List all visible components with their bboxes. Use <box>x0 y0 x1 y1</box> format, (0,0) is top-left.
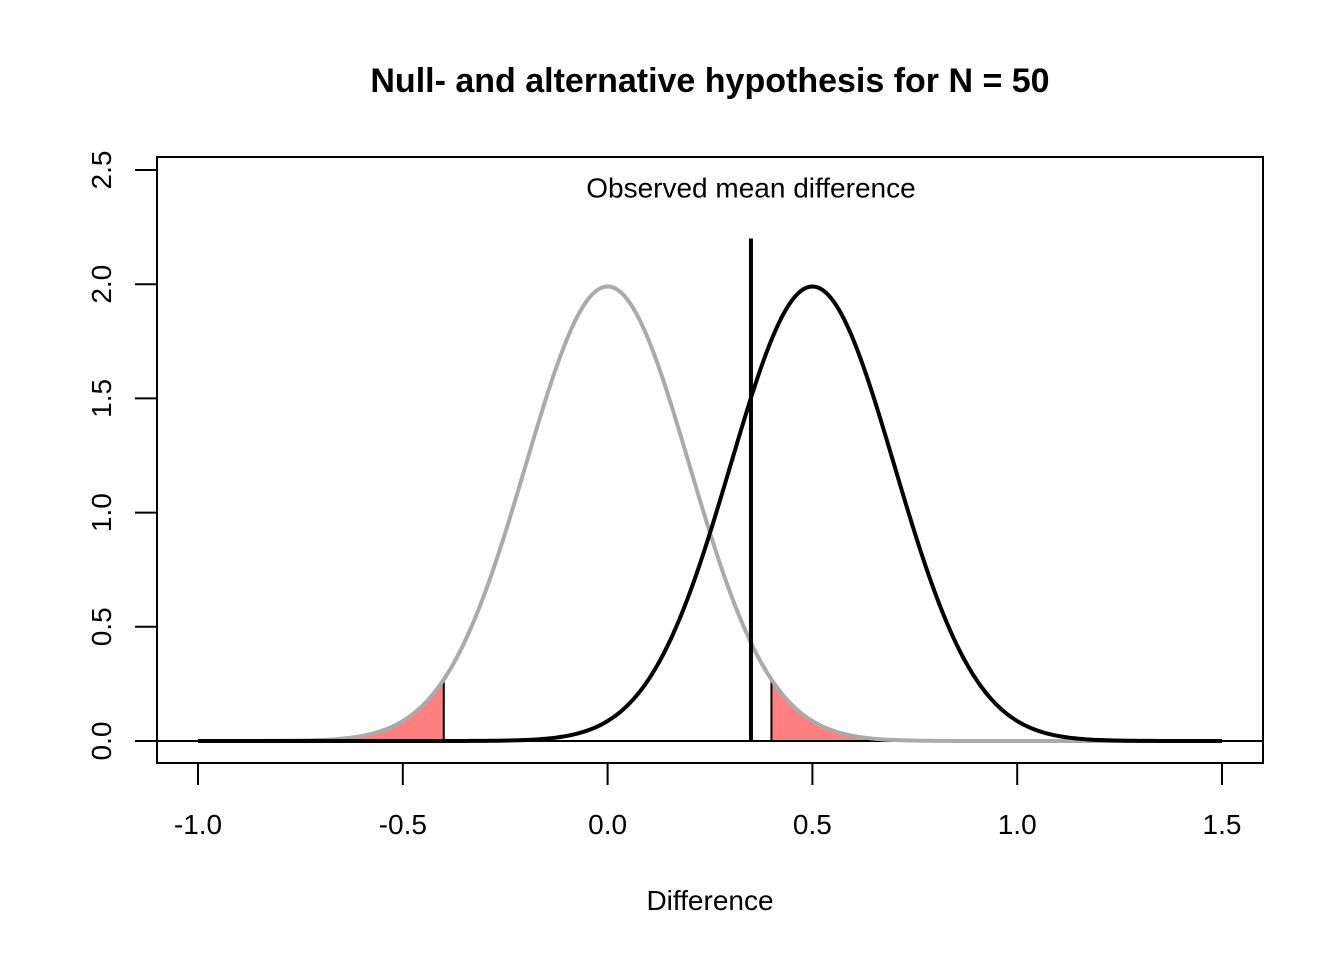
chart-title: Null- and alternative hypothesis for N =… <box>370 62 1049 100</box>
critical-region-fill <box>771 679 1222 741</box>
null-hypothesis-curve <box>198 284 1222 743</box>
plot-area: Observed mean difference <box>157 172 1263 743</box>
y-tick-label: 2.5 <box>86 151 117 190</box>
x-axis: -1.0 -0.5 0.0 0.5 1.0 1.5 <box>174 762 1242 840</box>
y-tick-label: 2.0 <box>86 265 117 304</box>
x-axis-label: Difference <box>646 885 773 916</box>
x-tick-label: 1.5 <box>1203 809 1242 840</box>
y-tick-label: 0.0 <box>86 722 117 761</box>
critical-region-fill <box>198 679 444 741</box>
x-tick-label: -1.0 <box>174 809 222 840</box>
x-tick-label: -0.5 <box>379 809 427 840</box>
plot-frame <box>156 156 1264 764</box>
alternative-hypothesis-curve <box>198 284 1222 743</box>
observed-mean-label: Observed mean difference <box>586 172 915 203</box>
y-tick-label: 1.5 <box>86 379 117 418</box>
x-tick-label: 0.0 <box>588 809 627 840</box>
x-tick-label: 0.5 <box>793 809 832 840</box>
x-tick-label: 1.0 <box>998 809 1037 840</box>
y-axis: 0.0 0.5 1.0 1.5 2.0 2.5 <box>86 151 158 761</box>
y-tick-label: 1.0 <box>86 493 117 532</box>
y-tick-label: 0.5 <box>86 607 117 646</box>
